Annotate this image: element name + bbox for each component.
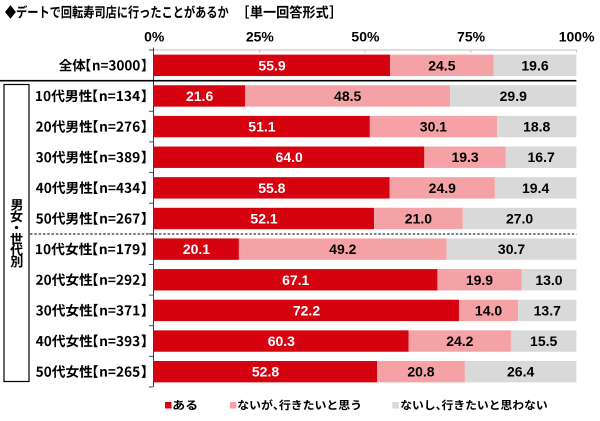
svg-text:18.8: 18.8 — [523, 119, 550, 135]
svg-text:20.8: 20.8 — [407, 364, 434, 380]
svg-text:75%: 75% — [457, 29, 486, 45]
svg-text:24.9: 24.9 — [429, 180, 456, 196]
svg-text:27.0: 27.0 — [506, 211, 533, 227]
svg-text:100%: 100% — [559, 29, 595, 45]
svg-text:19.6: 19.6 — [521, 57, 548, 73]
svg-text:30.1: 30.1 — [420, 119, 447, 135]
svg-text:24.2: 24.2 — [446, 333, 473, 349]
svg-text:52.8: 52.8 — [252, 364, 279, 380]
svg-text:19.3: 19.3 — [451, 149, 478, 165]
svg-text:72.2: 72.2 — [293, 302, 320, 318]
svg-text:60.3: 60.3 — [268, 333, 295, 349]
svg-text:25%: 25% — [246, 29, 275, 45]
svg-text:16.7: 16.7 — [528, 149, 555, 165]
svg-text:14.0: 14.0 — [475, 302, 502, 318]
svg-text:19.4: 19.4 — [522, 180, 549, 196]
svg-text:21.0: 21.0 — [405, 211, 432, 227]
svg-text:67.1: 67.1 — [282, 272, 309, 288]
svg-text:64.0: 64.0 — [276, 149, 303, 165]
svg-text:48.5: 48.5 — [334, 88, 361, 104]
svg-text:13.0: 13.0 — [535, 272, 562, 288]
svg-text:15.5: 15.5 — [530, 333, 557, 349]
svg-text:51.1: 51.1 — [248, 119, 275, 135]
svg-text:49.2: 49.2 — [329, 241, 356, 257]
svg-text:0%: 0% — [144, 29, 165, 45]
svg-text:55.9: 55.9 — [258, 57, 285, 73]
svg-text:29.9: 29.9 — [500, 88, 527, 104]
svg-text:30.7: 30.7 — [498, 241, 525, 257]
svg-text:20.1: 20.1 — [183, 241, 210, 257]
svg-text:19.9: 19.9 — [466, 272, 493, 288]
svg-text:50%: 50% — [351, 29, 380, 45]
svg-text:13.7: 13.7 — [534, 302, 561, 318]
svg-text:52.1: 52.1 — [250, 211, 277, 227]
svg-text:26.4: 26.4 — [507, 364, 534, 380]
svg-text:55.8: 55.8 — [258, 180, 285, 196]
svg-text:24.5: 24.5 — [428, 57, 455, 73]
svg-text:21.6: 21.6 — [186, 88, 213, 104]
